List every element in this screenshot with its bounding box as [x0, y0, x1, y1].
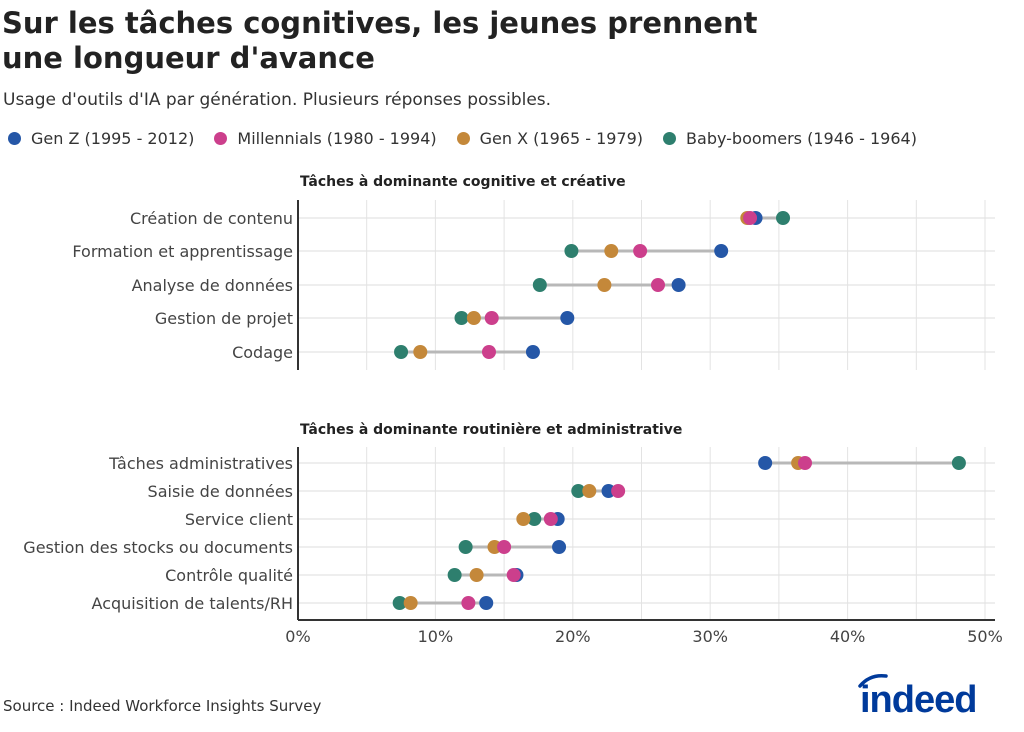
- category-label: Formation et apprentissage: [72, 242, 293, 261]
- legend-item-boomers: Baby-boomers (1946 - 1964): [663, 129, 917, 148]
- data-point-millennials: [543, 512, 558, 526]
- legend: Gen Z (1995 - 2012) Millennials (1980 - …: [8, 129, 917, 148]
- data-point-boomers: [951, 456, 966, 470]
- legend-marker: [8, 132, 21, 145]
- data-point-millennials: [611, 484, 626, 498]
- data-point-boomers: [527, 512, 542, 526]
- data-point-millennials: [506, 568, 521, 582]
- legend-label: Baby-boomers (1946 - 1964): [686, 129, 917, 148]
- legend-item-gen-x: Gen X (1965 - 1979): [456, 129, 644, 148]
- legend-label: Gen X (1965 - 1979): [479, 129, 644, 148]
- panel-2: Tâches à dominante routinière et adminis…: [23, 422, 1002, 646]
- category-label: Analyse de données: [132, 276, 293, 295]
- data-point-millennials: [743, 211, 758, 225]
- data-point-boomers: [532, 278, 547, 292]
- category-label: Service client: [185, 510, 293, 529]
- category-label: Gestion de projet: [155, 309, 293, 328]
- data-point-gen-x: [466, 311, 481, 325]
- data-point-boomers: [392, 596, 407, 610]
- source-note: Source : Indeed Workforce Insights Surve…: [3, 697, 322, 715]
- data-point-gen-z: [601, 484, 616, 498]
- x-tick-label: 20%: [555, 627, 591, 646]
- category-label: Gestion des stocks ou documents: [23, 538, 293, 557]
- data-point-gen-x: [469, 568, 484, 582]
- legend-label: Millennials (1980 - 1994): [237, 129, 437, 148]
- data-point-gen-z: [671, 278, 686, 292]
- data-point-gen-z: [479, 596, 494, 610]
- category-label: Tâches administratives: [108, 454, 293, 473]
- data-point-boomers: [564, 244, 579, 258]
- data-point-millennials: [497, 540, 512, 554]
- legend-item-millennials: Millennials (1980 - 1994): [214, 129, 437, 148]
- data-point-gen-z: [552, 540, 567, 554]
- data-point-gen-x: [487, 540, 502, 554]
- legend-marker: [663, 132, 677, 145]
- legend-item-gen-z: Gen Z (1995 - 2012): [8, 129, 194, 148]
- chart-title: Sur les tâches cognitives, les jeunes pr…: [2, 6, 758, 75]
- data-point-boomers: [776, 211, 791, 225]
- x-tick-label: 0%: [285, 627, 310, 646]
- category-label: Codage: [232, 343, 293, 362]
- data-point-millennials: [633, 244, 648, 258]
- x-tick-label: 30%: [692, 627, 728, 646]
- panel-title: Tâches à dominante cognitive et créative: [300, 174, 626, 190]
- x-tick-label: 50%: [967, 627, 1003, 646]
- category-label: Saisie de données: [148, 482, 293, 501]
- data-point-boomers: [394, 345, 409, 359]
- data-point-gen-x: [582, 484, 597, 498]
- legend-marker: [456, 132, 470, 145]
- category-label: Contrôle qualité: [165, 566, 293, 585]
- indeed-logo: indeed: [856, 672, 996, 721]
- data-point-boomers: [458, 540, 473, 554]
- data-point-millennials: [461, 596, 476, 610]
- data-point-boomers: [454, 311, 469, 325]
- legend-label: Gen Z (1995 - 2012): [31, 129, 195, 148]
- category-label: Création de contenu: [130, 209, 293, 228]
- data-point-gen-z: [560, 311, 575, 325]
- panel-1: Tâches à dominante cognitive et créative…: [72, 174, 995, 370]
- panel-title: Tâches à dominante routinière et adminis…: [300, 422, 682, 438]
- data-point-gen-x: [413, 345, 428, 359]
- data-point-gen-z: [525, 345, 540, 359]
- x-tick-label: 10%: [418, 627, 454, 646]
- data-point-gen-x: [604, 244, 619, 258]
- data-point-millennials: [798, 456, 813, 470]
- legend-marker: [214, 132, 228, 145]
- data-point-gen-z: [758, 456, 773, 470]
- data-point-gen-x: [597, 278, 612, 292]
- chart-subtitle: Usage d'outils d'IA par génération. Plus…: [3, 90, 552, 110]
- data-point-millennials: [481, 345, 496, 359]
- data-point-gen-z: [714, 244, 729, 258]
- data-point-gen-x: [516, 512, 531, 526]
- data-point-boomers: [447, 568, 462, 582]
- svg-text:indeed: indeed: [860, 679, 976, 716]
- x-tick-label: 40%: [830, 627, 866, 646]
- data-point-boomers: [571, 484, 586, 498]
- data-point-millennials: [650, 278, 665, 292]
- category-label: Acquisition de talents/RH: [92, 594, 293, 613]
- data-point-millennials: [484, 311, 499, 325]
- data-point-gen-x: [403, 596, 418, 610]
